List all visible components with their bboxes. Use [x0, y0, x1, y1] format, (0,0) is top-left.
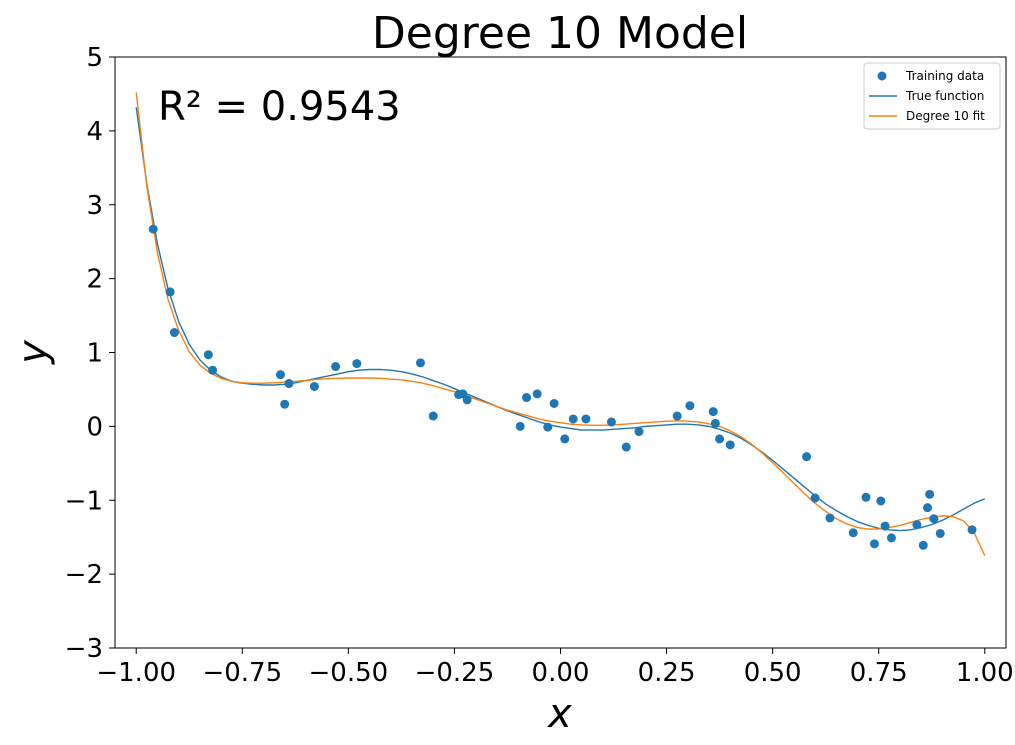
- y-tick-label: 3: [86, 191, 103, 221]
- training-data-point: [634, 427, 644, 437]
- y-tick-label: 5: [86, 43, 103, 73]
- training-data-point: [581, 414, 591, 424]
- y-tick-label: 4: [86, 117, 103, 147]
- plot-frame: [114, 56, 1007, 649]
- training-data-point: [876, 496, 886, 506]
- training-data-point: [606, 417, 616, 427]
- training-data-point: [462, 395, 472, 405]
- training-data-point: [560, 434, 570, 444]
- y-tick-label: 2: [86, 265, 103, 295]
- r-squared-annotation: R² = 0.9543: [158, 84, 401, 130]
- training-data-point: [912, 520, 922, 530]
- training-data-point: [428, 411, 438, 421]
- training-data-point: [331, 362, 341, 372]
- legend-label-degree-10-fit: Degree 10 fit: [906, 109, 985, 123]
- y-tick-label: −1: [65, 486, 103, 516]
- training-data-point: [515, 421, 525, 431]
- legend-box: [863, 62, 1001, 130]
- x-tick-label: −1.00: [96, 658, 176, 688]
- training-data-point: [802, 452, 812, 462]
- training-data-point: [522, 393, 532, 403]
- training-data-point: [918, 540, 928, 550]
- training-data-point: [923, 503, 933, 513]
- x-axis-label: x: [546, 691, 572, 737]
- training-data-point: [275, 370, 285, 380]
- training-data-point: [309, 381, 319, 391]
- training-data-point: [925, 489, 935, 499]
- training-data-point: [685, 401, 695, 411]
- training-data-point: [880, 521, 890, 531]
- training-data-point: [715, 434, 725, 444]
- training-data-point: [621, 442, 631, 452]
- training-points: [148, 224, 977, 550]
- training-data-point: [415, 358, 425, 368]
- y-tick-label: 0: [86, 412, 103, 442]
- training-data-point: [861, 492, 871, 502]
- training-data-point: [935, 528, 945, 538]
- y-axis-ticks: −3 −2 −1 0 1 2 3 4 5: [65, 43, 115, 664]
- training-data-point: [725, 440, 735, 450]
- training-data-point: [710, 418, 720, 428]
- training-data-point: [967, 525, 977, 535]
- y-axis-label: y: [10, 339, 56, 365]
- training-data-point: [532, 389, 542, 399]
- x-tick-label: 0.00: [532, 658, 590, 688]
- training-data-point: [284, 379, 294, 389]
- training-data-point: [708, 407, 718, 417]
- training-data-point: [825, 513, 835, 523]
- chart-title: Degree 10 Model: [372, 8, 748, 59]
- legend: Training data True function Degree 10 fi…: [863, 62, 1001, 130]
- series-lines: [135, 92, 986, 556]
- training-data-point: [672, 411, 682, 421]
- training-data-point: [203, 350, 213, 360]
- training-data-point: [208, 365, 218, 375]
- y-tick-label: −3: [65, 634, 103, 664]
- y-tick-label: −2: [65, 560, 103, 590]
- x-tick-label: −0.75: [202, 658, 282, 688]
- x-tick-label: 1.00: [956, 658, 1014, 688]
- training-data-point: [280, 399, 290, 409]
- legend-marker-training-data: [877, 71, 887, 81]
- x-tick-label: 0.50: [744, 658, 802, 688]
- x-tick-label: −0.50: [309, 658, 389, 688]
- training-data-point: [810, 493, 820, 503]
- training-data-point: [169, 328, 179, 338]
- degree-10-fit-line: [135, 92, 986, 556]
- training-data-point: [165, 287, 175, 297]
- x-tick-label: 0.75: [850, 658, 908, 688]
- training-data-point: [352, 359, 362, 369]
- x-tick-label: 0.25: [638, 658, 696, 688]
- x-tick-label: −0.25: [415, 658, 495, 688]
- y-tick-label: 1: [86, 339, 103, 369]
- training-data-point: [543, 422, 553, 432]
- true-function-line: [135, 107, 986, 532]
- training-data-point: [549, 398, 559, 408]
- training-data-point: [848, 528, 858, 538]
- training-data-point: [568, 414, 578, 424]
- training-data-point: [886, 533, 896, 543]
- legend-label-true-function: True function: [905, 89, 984, 103]
- x-axis-ticks: −1.00 −0.75 −0.50 −0.25 0.00 0.25 0.50 0.75 1.00: [96, 648, 1014, 688]
- training-data-point: [148, 224, 158, 234]
- legend-label-training-data: Training data: [905, 69, 984, 83]
- training-data-point: [929, 514, 939, 524]
- training-data-point: [869, 539, 879, 549]
